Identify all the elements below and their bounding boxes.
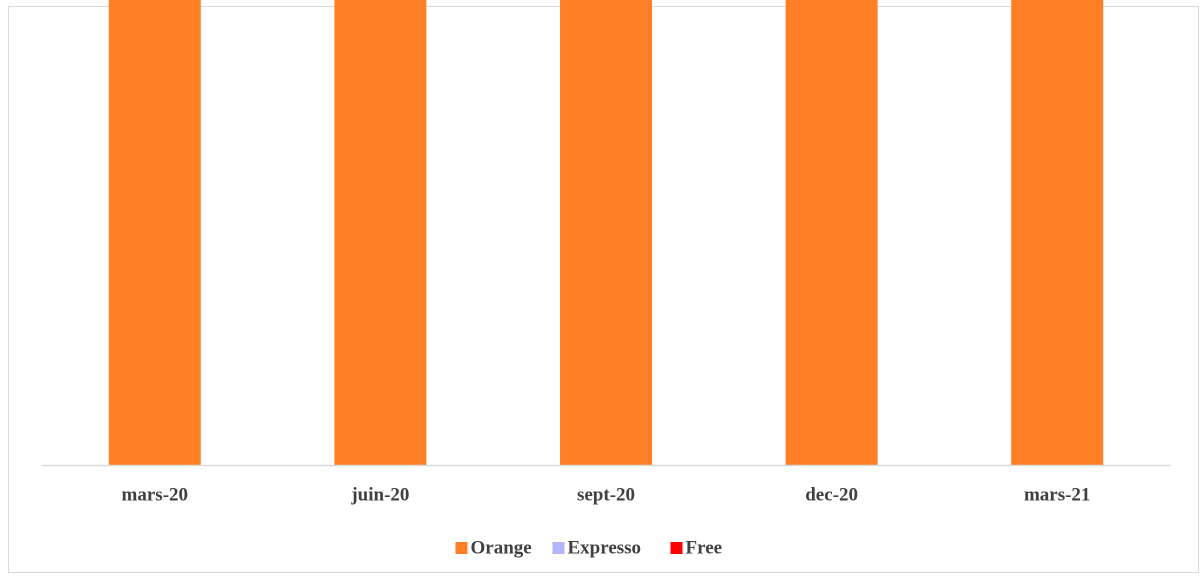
bar-segment bbox=[108, 0, 201, 465]
legend-swatch bbox=[670, 542, 683, 554]
legend-swatch bbox=[455, 542, 468, 554]
bar-segment bbox=[560, 0, 652, 465]
bar-segment bbox=[1011, 0, 1104, 465]
legend-label: Expresso bbox=[568, 537, 642, 558]
x-tick-label: dec-20 bbox=[805, 484, 858, 505]
bar-segment bbox=[785, 0, 878, 465]
legend-swatch bbox=[552, 542, 565, 554]
x-tick-label: mars-21 bbox=[1024, 484, 1090, 505]
x-tick-label: mars-20 bbox=[122, 484, 188, 505]
legend-label: Free bbox=[686, 537, 723, 558]
bar-segment bbox=[334, 0, 427, 465]
x-tick-label: juin-20 bbox=[350, 484, 409, 505]
legend-label: Orange bbox=[471, 537, 532, 558]
x-tick-label: sept-20 bbox=[577, 484, 635, 505]
